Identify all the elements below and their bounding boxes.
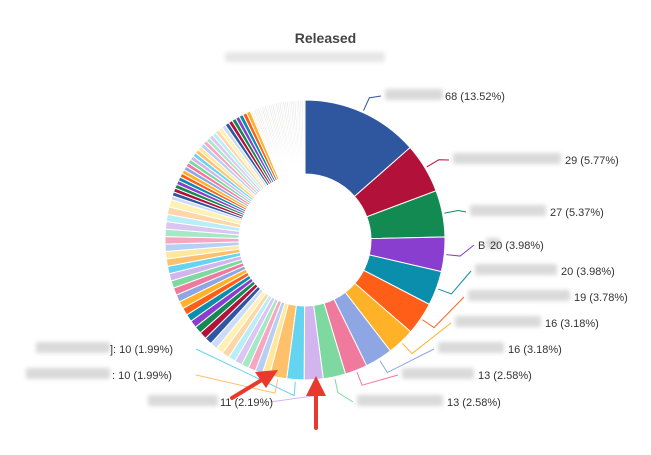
data-label-6: 19 (3.78%) (574, 292, 628, 304)
blurred-name-11 (148, 395, 218, 406)
leader-line-7 (402, 322, 452, 355)
chart-title: Released (294, 30, 357, 46)
leader-line-13 (195, 374, 279, 394)
annotations (230, 370, 326, 430)
blurred-name-7 (455, 316, 541, 327)
blurred-name-13 (26, 368, 110, 379)
data-label-13: : 10 (1.99%) (112, 370, 172, 382)
data-label-12: ]: 10 (1.99%) (110, 344, 173, 356)
slice-small-90[interactable] (302, 99, 306, 175)
label-glyph: B (478, 240, 485, 252)
leader-line-4 (446, 244, 475, 257)
data-label-3: 27 (5.37%) (550, 207, 604, 219)
blurred-name-12 (36, 342, 110, 353)
blurred-name-3 (470, 205, 546, 216)
blurred-name-8 (438, 342, 504, 353)
data-label-10: 13 (2.58%) (447, 397, 501, 409)
red-arrow-head-2 (306, 376, 326, 396)
blurred-name-4 (486, 238, 500, 249)
slices-group (164, 99, 446, 381)
leader-lines (195, 95, 475, 403)
leader-line-12 (195, 348, 296, 397)
red-arrow-head-1 (255, 370, 278, 388)
data-label-2: 29 (5.77%) (565, 155, 619, 167)
leader-line-6 (422, 296, 465, 329)
blurred-name-2 (453, 153, 561, 164)
leader-line-9 (356, 371, 399, 386)
leader-line-1 (363, 95, 382, 111)
data-label-7: 16 (3.18%) (545, 318, 599, 330)
data-label-4: 20 (3.98%) (490, 240, 544, 252)
red-arrow-shaft-1 (230, 376, 267, 400)
data-label-11: 11 (2.19%) (220, 397, 273, 409)
data-labels: 68 (13.52%) 29 (5.77%) 27 (5.37%) B 20 (3.98… (26, 89, 628, 409)
blurred-subtitle (225, 52, 385, 62)
blurred-name-6 (468, 290, 570, 301)
leader-line-5 (438, 270, 472, 295)
blurred-name-1 (385, 89, 443, 100)
data-label-9: 13 (2.58%) (478, 370, 532, 382)
leader-line-10 (334, 378, 354, 403)
blurred-name-10 (357, 395, 443, 406)
leader-line-8 (379, 348, 435, 374)
data-label-1: 68 (13.52%) (445, 91, 505, 103)
blurred-name-5 (475, 264, 557, 275)
blurred-name-9 (402, 368, 474, 379)
leader-line-2 (426, 159, 450, 168)
data-label-5: 20 (3.98%) (561, 266, 615, 278)
leader-line-3 (444, 209, 467, 214)
data-label-8: 16 (3.18%) (508, 344, 562, 356)
